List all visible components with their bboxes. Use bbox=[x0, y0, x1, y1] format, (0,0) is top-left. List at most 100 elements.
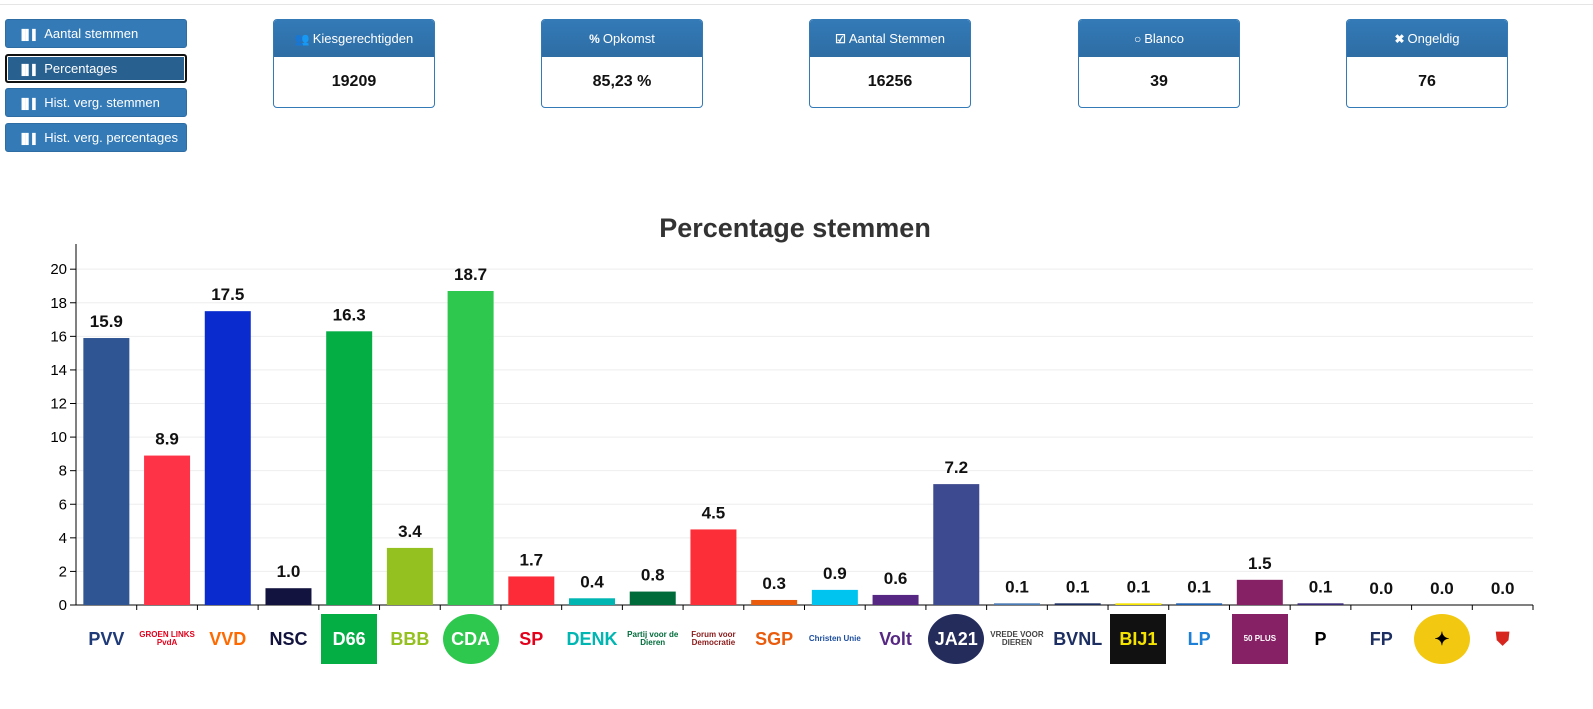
party-logo-forum-voor-democratie: Forum voor Democratie bbox=[685, 614, 742, 664]
bar-sp bbox=[508, 576, 555, 605]
party-logo-samen: ✦ bbox=[1413, 614, 1470, 664]
data-label: 1.7 bbox=[519, 550, 543, 569]
stat-panel-opkomst: % Opkomst 85,23 % bbox=[541, 19, 703, 108]
nav-button-hist-verg-stemmen[interactable]: ▐▌▌ Hist. verg. stemmen bbox=[5, 88, 187, 117]
data-label: 0.9 bbox=[823, 564, 847, 583]
bar-lp bbox=[1176, 603, 1223, 605]
data-label: 0.0 bbox=[1369, 579, 1393, 598]
y-tick-label: 16 bbox=[50, 328, 67, 345]
party-logo-piratenpartij: P bbox=[1292, 614, 1349, 664]
stat-panel-aantal-stemmen: ☑ Aantal Stemmen 16256 bbox=[809, 19, 971, 108]
top-divider bbox=[0, 4, 1593, 5]
nav-button-percentages[interactable]: ▐▌▌ Percentages bbox=[5, 53, 187, 83]
users-icon: 👥 bbox=[294, 32, 310, 46]
stat-label: Ongeldig bbox=[1407, 31, 1460, 46]
stat-panel-blanco: ○ Blanco 39 bbox=[1078, 19, 1240, 108]
data-label: 0.1 bbox=[1127, 577, 1151, 596]
bar-vvd bbox=[204, 311, 251, 605]
y-tick-label: 2 bbox=[59, 563, 67, 580]
data-label: 0.1 bbox=[1309, 577, 1333, 596]
y-tick-label: 10 bbox=[50, 429, 67, 446]
bar-bij1 bbox=[1115, 603, 1162, 605]
data-label: 4.5 bbox=[702, 503, 726, 522]
data-label: 0.0 bbox=[1430, 579, 1454, 598]
nav-button-hist-verg-percentages[interactable]: ▐▌▌ Hist. verg. percentages bbox=[5, 122, 187, 152]
bar-chart-icon: ▐▌▌ bbox=[18, 64, 40, 76]
bar-forum-voor-democratie bbox=[690, 529, 737, 605]
nav-button-label: Hist. verg. percentages bbox=[44, 129, 178, 145]
data-label: 0.8 bbox=[641, 566, 665, 585]
nav-button-label: Hist. verg. stemmen bbox=[44, 95, 160, 110]
stat-header: % Opkomst bbox=[542, 20, 702, 57]
data-label: 0.3 bbox=[762, 574, 786, 593]
bar-christenunie bbox=[811, 589, 858, 605]
party-logo-sgp: SGP bbox=[746, 614, 803, 664]
y-tick-label: 12 bbox=[50, 396, 67, 413]
party-logo-bij1: BIJ1 bbox=[1110, 614, 1167, 664]
stat-value: 85,23 % bbox=[592, 73, 652, 90]
circle-icon: ○ bbox=[1134, 32, 1142, 46]
party-logo-vvd: VVD bbox=[199, 614, 256, 664]
stat-panel-kiesgerechtigden: 👥 Kiesgerechtigden 19209 bbox=[273, 19, 435, 108]
party-logo-christenunie: Christen Unie bbox=[806, 614, 863, 664]
data-label: 0.0 bbox=[1491, 579, 1515, 598]
party-logo-cda: CDA bbox=[442, 614, 499, 664]
party-logo-bvnl: BVNL bbox=[1049, 614, 1106, 664]
stat-value: 16256 bbox=[867, 73, 913, 90]
percent-icon: % bbox=[589, 32, 600, 46]
stat-value: 39 bbox=[1150, 73, 1168, 90]
party-logo-politieke-partij: ⛊ bbox=[1474, 614, 1531, 664]
nav-button-aantal-stemmen[interactable]: ▐▌▌ Aantal stemmen bbox=[5, 19, 187, 48]
data-label: 0.6 bbox=[884, 569, 908, 588]
data-label: 1.0 bbox=[277, 562, 301, 581]
stat-value: 76 bbox=[1418, 73, 1436, 90]
data-label: 8.9 bbox=[155, 430, 179, 449]
nav-button-label: Percentages bbox=[44, 60, 118, 76]
data-label: 0.4 bbox=[580, 572, 604, 591]
y-tick-label: 6 bbox=[59, 496, 67, 513]
bar-bvnl bbox=[1054, 603, 1101, 605]
times-icon: ✖ bbox=[1394, 32, 1405, 46]
stat-header: 👥 Kiesgerechtigden bbox=[274, 20, 434, 57]
party-logo-lp: LP bbox=[1171, 614, 1228, 664]
bar-ja21 bbox=[933, 484, 980, 605]
party-logo-partij-voor-de-dieren: Partij voor de Dieren bbox=[624, 614, 681, 664]
party-logo-pvv: PVV bbox=[78, 614, 135, 664]
party-logo-sp: SP bbox=[503, 614, 560, 664]
data-label: 0.1 bbox=[1187, 577, 1211, 596]
bar-d66 bbox=[326, 331, 373, 605]
party-logo-groenlinks-pvda: GROEN LINKS PvdA bbox=[139, 614, 196, 664]
bar-pvv bbox=[83, 338, 130, 605]
bar-nsc bbox=[265, 588, 312, 605]
stat-label: Aantal Stemmen bbox=[848, 31, 945, 46]
stat-header: ☑ Aantal Stemmen bbox=[810, 20, 970, 57]
bar-bbb bbox=[386, 547, 433, 605]
stat-label: Blanco bbox=[1144, 31, 1184, 46]
bar-partij-voor-de-dieren bbox=[629, 591, 676, 605]
bar-denk bbox=[569, 598, 616, 605]
percentage-bar-chart: Percentage stemmen 0 2 4 6 8 10 12 14 16 18 20 15.9 8… bbox=[50, 213, 1534, 610]
data-label: 15.9 bbox=[90, 312, 123, 331]
party-logo-d66: D66 bbox=[321, 614, 378, 664]
y-tick-label: 14 bbox=[50, 362, 67, 379]
stat-header: ✖ Ongeldig bbox=[1347, 20, 1507, 57]
data-label: 7.2 bbox=[944, 458, 968, 477]
bar-cda bbox=[447, 291, 494, 605]
data-label: 0.1 bbox=[1066, 577, 1090, 596]
party-logo-volt: Volt bbox=[867, 614, 924, 664]
y-tick-label: 8 bbox=[59, 463, 67, 480]
stat-header: ○ Blanco bbox=[1079, 20, 1239, 57]
stat-value: 19209 bbox=[331, 73, 377, 90]
bar-chart-icon: ▐▌▌ bbox=[18, 133, 40, 145]
chart-title: Percentage stemmen bbox=[659, 213, 931, 243]
party-logo-vrede-voor-dieren: VREDE VOOR DIEREN bbox=[988, 614, 1045, 664]
data-label: 1.5 bbox=[1248, 554, 1272, 573]
bar-piratenpartij bbox=[1297, 603, 1344, 605]
y-tick-label: 18 bbox=[50, 295, 67, 312]
y-tick-label: 0 bbox=[59, 597, 67, 610]
data-label: 0.1 bbox=[1005, 577, 1029, 596]
data-label: 3.4 bbox=[398, 522, 422, 541]
nav-button-label: Aantal stemmen bbox=[44, 26, 139, 41]
stat-label: Kiesgerechtigden bbox=[312, 31, 414, 46]
bar-sgp bbox=[751, 599, 798, 605]
